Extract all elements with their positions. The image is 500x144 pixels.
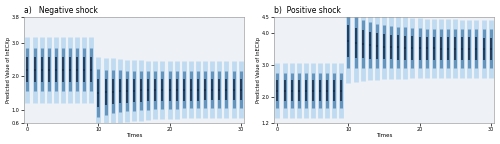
Text: b)  Positive shock: b) Positive shock: [274, 6, 340, 15]
X-axis label: Times: Times: [126, 133, 142, 138]
Y-axis label: Predicted Value of lnECXp: Predicted Value of lnECXp: [6, 37, 10, 103]
Text: a)   Negative shock: a) Negative shock: [24, 6, 98, 15]
X-axis label: Times: Times: [376, 133, 392, 138]
Y-axis label: Predicted Value of lnECXp: Predicted Value of lnECXp: [256, 37, 260, 103]
